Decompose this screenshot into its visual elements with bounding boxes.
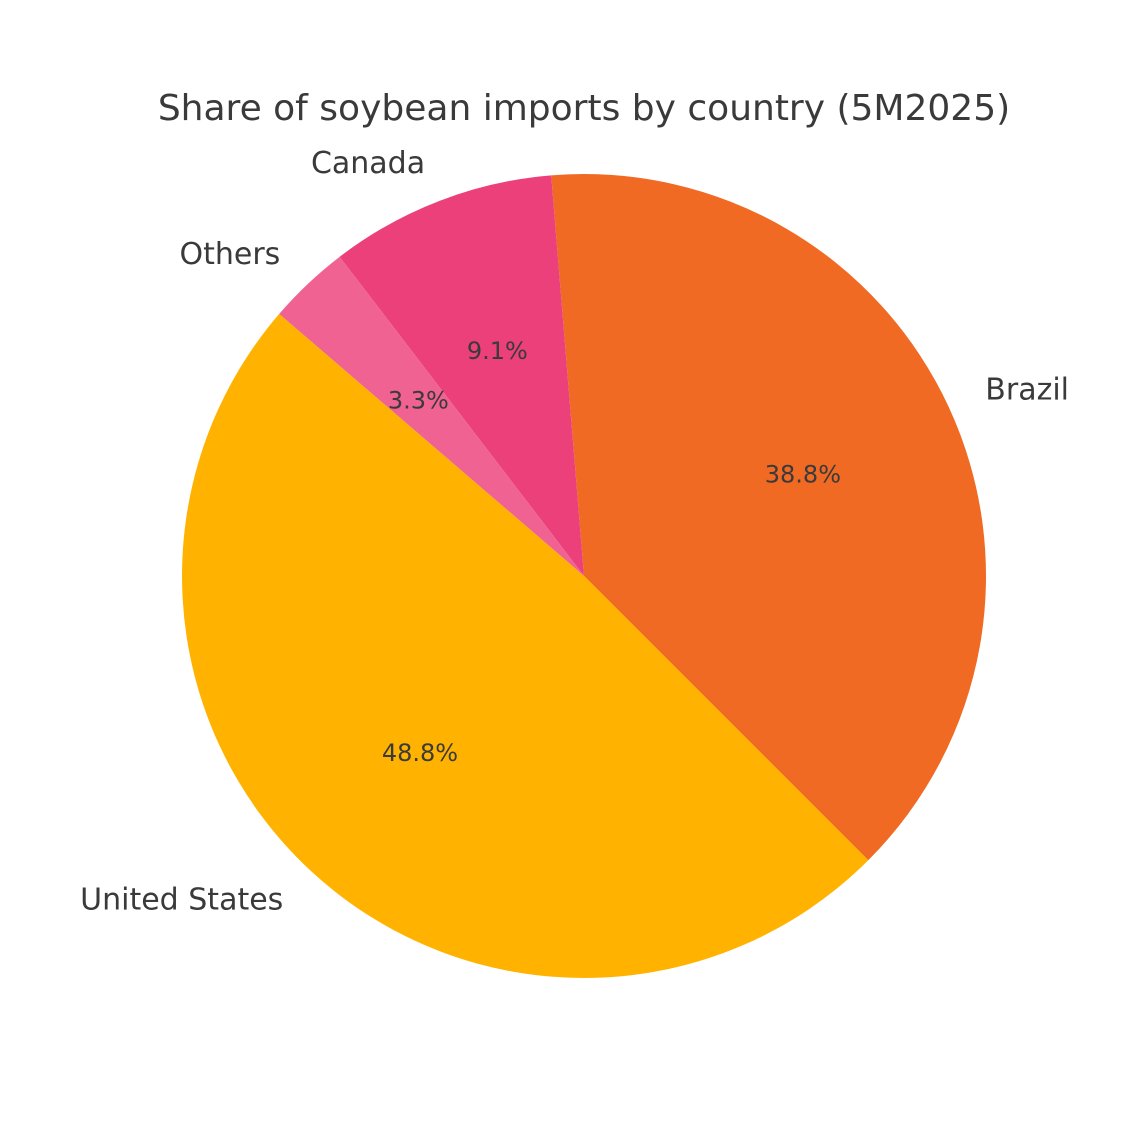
pie-slice-brazil: [551, 174, 986, 861]
pie-slices: [182, 174, 986, 978]
pie-slice-united-states: [182, 313, 869, 978]
slice-percent-others: 3.3%: [388, 387, 449, 415]
pie-slice-canada: [339, 175, 584, 576]
slice-percent-canada: 9.1%: [467, 337, 528, 365]
slice-percent-united-states: 48.8%: [382, 739, 458, 767]
pie-labels: Brazil 38.8% Canada 9.1% Others 3.3% United St…: [80, 146, 1069, 918]
slice-label-brazil: Brazil: [985, 373, 1069, 408]
slice-label-others: Others: [179, 237, 280, 272]
slice-label-united-states: United States: [80, 883, 283, 918]
slice-percent-brazil: 38.8%: [765, 461, 841, 489]
slice-label-canada: Canada: [311, 146, 425, 181]
chart-title: Share of soybean imports by country (5M2…: [158, 88, 1010, 129]
pie-slice-others: [279, 256, 584, 576]
